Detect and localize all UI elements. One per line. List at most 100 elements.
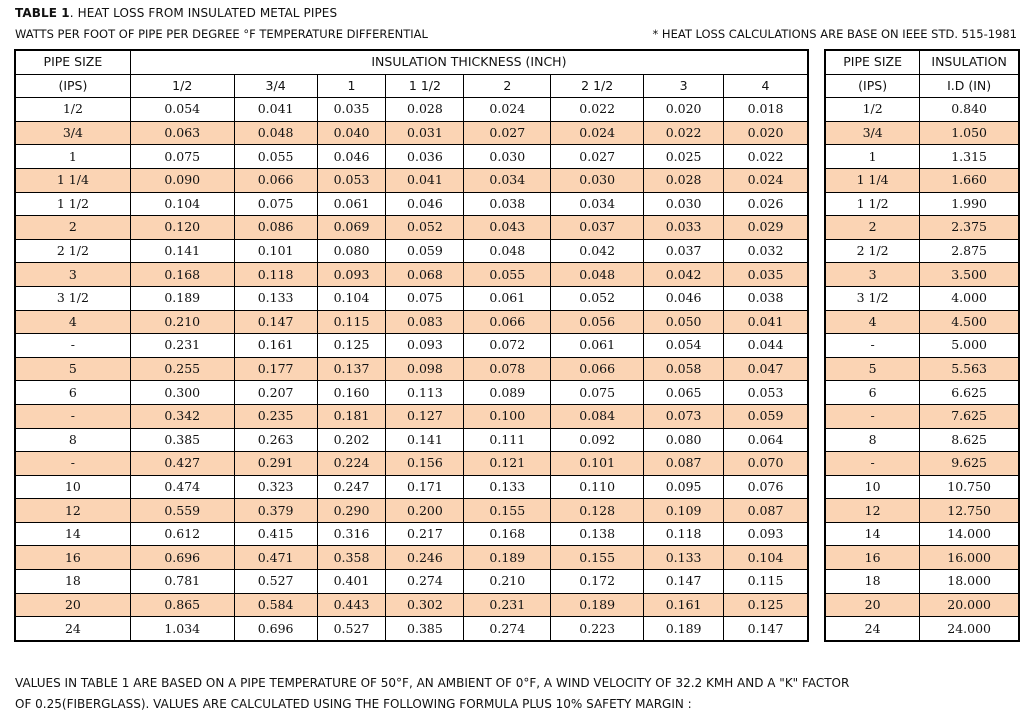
heat-loss-cell: 0.035	[316, 97, 387, 122]
heat-loss-cell: 0.141	[385, 427, 465, 453]
insulation-id-cell: 4.000	[919, 285, 1019, 311]
heat-loss-cell: 0.083	[385, 309, 465, 335]
heat-loss-cell: 0.048	[233, 120, 318, 146]
ieee-note: * HEAT LOSS CALCULATIONS ARE BASE ON IEE…	[652, 27, 1017, 41]
heat-loss-cell: 0.024	[550, 120, 645, 146]
heat-loss-cell: 0.231	[463, 592, 552, 618]
heat-loss-cell: 0.584	[233, 592, 318, 618]
table-row: 10 10.750	[824, 474, 1019, 500]
side-header-row-2: (IPS) I.D (IN)	[824, 73, 1019, 99]
heat-loss-cell: 0.048	[463, 238, 552, 264]
heat-loss-cell: 0.189	[643, 616, 725, 641]
table-row: 1 1/2 1.990	[824, 191, 1019, 217]
heat-loss-cell: 0.177	[233, 356, 318, 382]
table-row: 1/2 0.840	[824, 97, 1019, 122]
insulation-id-cell: 3.500	[919, 262, 1019, 287]
pipe-size-cell: 16	[15, 545, 131, 571]
heat-loss-cell: 0.066	[550, 356, 645, 382]
table-title: TABLE 1. HEAT LOSS FROM INSULATED METAL …	[15, 6, 337, 20]
heat-loss-cell: 0.147	[233, 309, 318, 335]
heat-loss-cell: 0.034	[463, 167, 552, 193]
insulation-id-cell: 4.500	[919, 309, 1019, 335]
pipe-size-cell: 1 1/2	[15, 191, 131, 217]
heat-loss-cell: 0.030	[463, 144, 552, 169]
pipe-size-cell: 24	[15, 616, 131, 641]
table-row: 8 0.385 0.263 0.202 0.141 0.111 0.092 0.080 0.06…	[15, 427, 808, 453]
heat-loss-cell: 0.040	[316, 120, 387, 146]
heat-loss-cell: 0.110	[550, 474, 645, 500]
thickness-col-header: 3	[643, 73, 725, 99]
heat-loss-cell: 0.120	[129, 215, 235, 240]
side-pipe-size-cell: 3	[824, 262, 921, 287]
heat-loss-cell: 0.527	[316, 616, 387, 641]
thickness-col-header: 1 1/2	[385, 73, 465, 99]
heat-loss-cell: 0.075	[129, 144, 235, 169]
side-pipe-size-cell: 6	[824, 380, 921, 405]
heat-loss-cell: 0.068	[385, 262, 465, 287]
heat-loss-cell: 0.101	[233, 238, 318, 264]
heat-loss-cell: 0.171	[385, 474, 465, 500]
heat-loss-cell: 0.046	[316, 144, 387, 169]
insulation-id-cell: 12.750	[919, 498, 1019, 523]
heat-loss-cell: 0.379	[233, 498, 318, 523]
heat-loss-cell: 0.030	[550, 167, 645, 193]
heat-loss-cell: 0.059	[723, 403, 808, 429]
heat-loss-cell: 0.036	[385, 144, 465, 169]
heat-loss-cell: 0.070	[723, 451, 808, 476]
footer-notes: VALUES IN TABLE 1 ARE BASED ON A PIPE TE…	[15, 673, 1015, 715]
insulation-id-cell: 10.750	[919, 474, 1019, 500]
heat-loss-cell: 0.037	[643, 238, 725, 264]
insulation-id-cell: 1.660	[919, 167, 1019, 193]
heat-loss-cell: 0.141	[129, 238, 235, 264]
thickness-col-header: 1	[316, 73, 387, 99]
heat-loss-cell: 0.109	[643, 498, 725, 523]
table-row: 8 8.625	[824, 427, 1019, 453]
heat-loss-cell: 0.087	[723, 498, 808, 523]
heat-loss-cell: 0.092	[550, 427, 645, 453]
heat-loss-cell: 0.210	[129, 309, 235, 335]
table-row: 12 12.750	[824, 498, 1019, 523]
heat-loss-cell: 0.696	[233, 616, 318, 641]
table-title-number: TABLE 1	[15, 6, 70, 20]
pipe-size-cell: 12	[15, 498, 131, 523]
side-pipe-size-cell: 5	[824, 356, 921, 382]
heat-loss-cell: 0.100	[463, 403, 552, 429]
pipe-size-cell: 18	[15, 569, 131, 594]
table-row: 3 0.168 0.118 0.093 0.068 0.055 0.048 0.042 0.03…	[15, 262, 808, 287]
pipe-size-cell: -	[15, 333, 131, 358]
heat-loss-cell: 0.046	[385, 191, 465, 217]
id-header: I.D (IN)	[919, 73, 1019, 99]
table-subtitle: WATTS PER FOOT OF PIPE PER DEGREE °F TEM…	[15, 27, 428, 41]
header-row-1: PIPE SIZE INSULATION THICKNESS (INCH)	[15, 50, 809, 75]
heat-loss-cell: 0.865	[129, 592, 235, 618]
table-row: 5 0.255 0.177 0.137 0.098 0.078 0.066 0.058 0.04…	[15, 356, 808, 382]
heat-loss-cell: 0.247	[316, 474, 387, 500]
heat-loss-cell: 0.342	[129, 403, 235, 429]
heat-loss-cell: 0.696	[129, 545, 235, 571]
insulation-id-cell: 8.625	[919, 427, 1019, 453]
heat-loss-cell: 0.054	[643, 333, 725, 358]
side-pipe-size-header: PIPE SIZE	[824, 50, 921, 75]
heat-loss-cell: 0.210	[463, 569, 552, 594]
table-row: -0.427 0.291 0.224 0.156 0.121 0.101 0.087 0.07…	[15, 451, 808, 476]
heat-loss-cell: 0.032	[723, 238, 808, 264]
heat-loss-cell: 0.065	[643, 380, 725, 405]
heat-loss-cell: 0.118	[233, 262, 318, 287]
insulation-thickness-header: INSULATION THICKNESS (INCH)	[129, 50, 809, 75]
pipe-size-cell: -	[15, 451, 131, 476]
table-row: 1 1.315	[824, 144, 1019, 169]
heat-loss-cell: 0.095	[643, 474, 725, 500]
heat-loss-cell: 0.028	[643, 167, 725, 193]
heat-loss-cell: 0.058	[643, 356, 725, 382]
heat-loss-cell: 0.217	[385, 521, 465, 547]
heat-loss-cell: 0.037	[550, 215, 645, 240]
heat-loss-cell: 0.443	[316, 592, 387, 618]
table-title-text: . HEAT LOSS FROM INSULATED METAL PIPES	[69, 6, 338, 20]
insulation-id-cell: 2.375	[919, 215, 1019, 240]
heat-loss-cell: 0.022	[643, 120, 725, 146]
heat-loss-cell: 0.018	[723, 97, 808, 122]
pipe-size-cell: 6	[15, 380, 131, 405]
heat-loss-cell: 0.471	[233, 545, 318, 571]
insulation-id-cell: 2.875	[919, 238, 1019, 264]
insulation-header: INSULATION	[919, 50, 1019, 75]
